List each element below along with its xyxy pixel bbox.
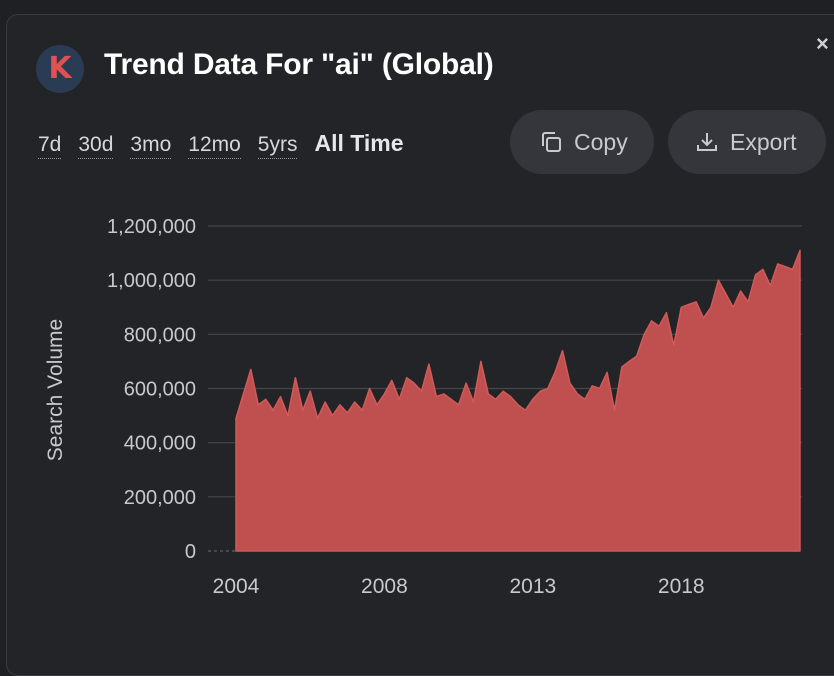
- copy-button[interactable]: Copy: [510, 110, 654, 174]
- range-30d[interactable]: 30d: [78, 133, 114, 159]
- download-icon: [697, 133, 717, 151]
- area-series: [235, 249, 801, 552]
- y-tick-label: 600,000: [124, 379, 196, 401]
- copy-label: Copy: [574, 128, 628, 155]
- app-logo: K: [36, 45, 84, 93]
- y-tick-label: 800,000: [124, 324, 196, 346]
- y-tick-label: 400,000: [124, 433, 196, 455]
- y-tick-label: 0: [185, 541, 196, 563]
- range-12mo[interactable]: 12mo: [188, 133, 241, 159]
- range-3mo[interactable]: 3mo: [130, 133, 172, 159]
- export-button[interactable]: Export: [668, 110, 826, 174]
- search-volume-chart: 0 200,000 400,000 600,000 800,000 1,000,000 1,…: [44, 216, 802, 598]
- y-tick-label: 1,200,000: [107, 216, 196, 238]
- x-tick-label: 2004: [213, 575, 260, 598]
- copy-icon: [542, 132, 561, 152]
- range-7d[interactable]: 7d: [38, 133, 62, 159]
- x-tick-label: 2008: [361, 575, 408, 598]
- time-range-tabs: 7d 30d 3mo 12mo 5yrs All Time: [38, 130, 421, 159]
- range-5yrs[interactable]: 5yrs: [257, 133, 298, 159]
- close-icon[interactable]: ×: [816, 31, 829, 56]
- x-tick-label: 2013: [509, 575, 556, 598]
- y-axis-label: Search Volume: [44, 319, 67, 461]
- range-all-time[interactable]: All Time: [314, 130, 404, 156]
- y-tick-label: 1,000,000: [107, 270, 196, 292]
- logo-letter: K: [48, 51, 72, 86]
- panel-title: Trend Data For "ai" (Global): [104, 48, 494, 81]
- x-tick-label: 2018: [658, 575, 705, 598]
- y-tick-label: 200,000: [124, 487, 196, 509]
- export-label: Export: [730, 128, 797, 155]
